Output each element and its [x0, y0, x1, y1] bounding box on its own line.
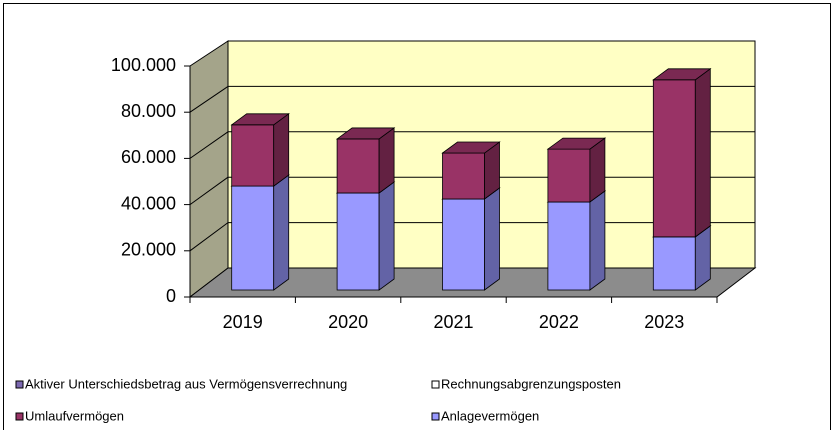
bar-side [589, 190, 606, 291]
legend-label: Anlagevermögen [441, 408, 539, 423]
x-tick-label: 2021 [433, 312, 473, 332]
legend-label: Umlaufvermögen [25, 408, 124, 423]
bar-top [652, 68, 712, 81]
y-tick-label: 100.000 [111, 55, 176, 75]
grid-line [189, 176, 229, 206]
bar [231, 185, 275, 291]
bar-side [273, 174, 290, 291]
grid-line [189, 131, 229, 159]
bar [652, 79, 696, 238]
bar-top [230, 113, 290, 126]
y-tick-label: 20.000 [121, 240, 176, 260]
y-tick-label: 0 [166, 286, 176, 306]
bar-side [378, 181, 395, 291]
bar-top [441, 141, 501, 154]
legend-swatch [15, 380, 24, 389]
y-tick-label: 40.000 [121, 193, 176, 213]
y-tick-label: 80.000 [121, 101, 176, 121]
legend-swatch [431, 380, 440, 389]
legend-swatch [15, 412, 24, 421]
x-tick-label: 2022 [539, 312, 579, 332]
bar-side [484, 187, 500, 291]
x-tick-label: 2019 [223, 312, 263, 332]
bar-top [335, 127, 396, 140]
bar-side [694, 68, 711, 238]
grid-line [189, 85, 229, 113]
bar [231, 124, 275, 187]
bar [442, 198, 485, 291]
bar [336, 138, 380, 194]
bar [442, 152, 485, 200]
bar-side [273, 113, 290, 187]
bar [652, 236, 696, 291]
x-tick-label: 2020 [328, 312, 368, 332]
side-wall [189, 40, 229, 299]
x-tick-label: 2023 [644, 312, 684, 332]
legend-label: Aktiver Unterschiedsbetrag aus Vermögens… [25, 376, 347, 391]
bar [547, 201, 591, 291]
legend-label: Rechnungsabgrenzungsposten [441, 376, 621, 391]
bar [336, 192, 380, 291]
legend-swatch [431, 412, 440, 421]
bar-top [546, 137, 607, 150]
bar [547, 148, 591, 203]
grid-line [189, 222, 229, 252]
y-tick-label: 60.000 [121, 147, 176, 167]
